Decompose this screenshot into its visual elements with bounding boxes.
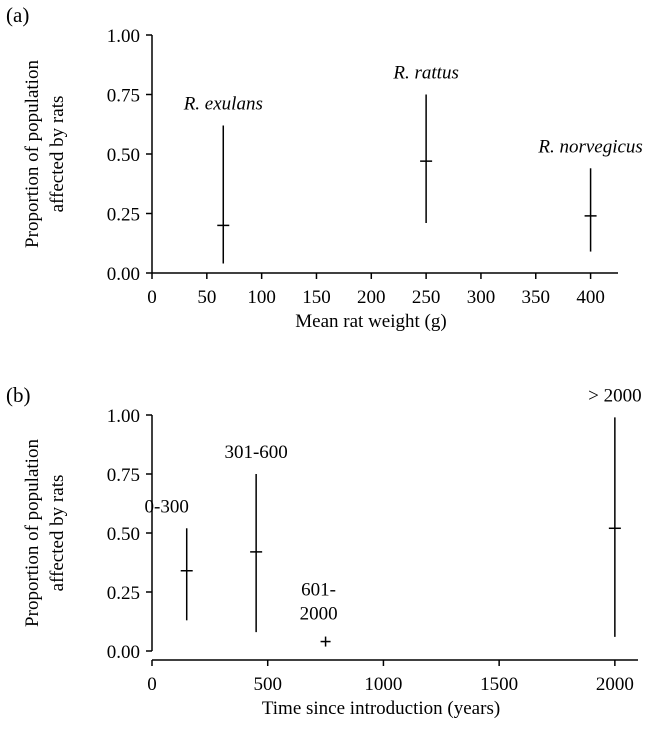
x-axis-title-a: Mean rat weight (g) — [295, 311, 446, 332]
point-label: R. exulans — [183, 93, 263, 114]
y-tick-label-a: 0.75 — [107, 86, 140, 107]
y-axis-title-a: Proportion of population — [22, 60, 43, 248]
x-tick-label-a: 0 — [147, 287, 157, 308]
y-tick-label-b: 0.50 — [107, 524, 140, 545]
point-label: R. norvegicus — [537, 136, 642, 157]
x-tick-label-a: 150 — [302, 287, 331, 308]
y-tick-label-a: 0.00 — [107, 264, 140, 285]
x-tick-label-b: 1500 — [480, 674, 518, 695]
y-tick-label-b: 0.75 — [107, 465, 140, 486]
y-axis-title-b: affected by rats — [47, 475, 68, 592]
point-label: 0-300 — [145, 496, 189, 517]
x-tick-label-a: 250 — [412, 287, 441, 308]
y-tick-label-b: 1.00 — [107, 406, 140, 427]
panel-label-b: (b) — [6, 383, 31, 407]
x-tick-label-a: 50 — [197, 287, 216, 308]
y-axis-title-b: Proportion of population — [22, 439, 43, 627]
point-label: 601-2000 — [300, 580, 338, 625]
y-tick-label-a: 0.25 — [107, 205, 140, 226]
point-label: 301-600 — [224, 442, 287, 463]
x-tick-label-b: 1000 — [364, 674, 402, 695]
x-tick-label-a: 350 — [522, 287, 551, 308]
point-label: > 2000 — [588, 385, 641, 406]
x-tick-label-a: 200 — [357, 287, 386, 308]
x-tick-label-b: 2000 — [596, 674, 634, 695]
chart-panel-b: (b) 0.00 0.25 0.50 0.75 1.00 0 500 1000 1500 2000 T… — [6, 383, 642, 719]
x-tick-label-b: 500 — [253, 674, 282, 695]
point-label: R. rattus — [392, 63, 458, 84]
x-tick-label-a: 100 — [247, 287, 276, 308]
y-tick-label-b: 0.00 — [107, 642, 140, 663]
x-tick-label-a: 400 — [576, 287, 605, 308]
y-tick-label-a: 0.50 — [107, 145, 140, 166]
y-axis-title-a: affected by rats — [47, 96, 68, 213]
panel-label-a: (a) — [6, 3, 29, 27]
chart-panel-a: (a) 0.00 0.25 0.50 0.75 1.00 0 50 100 150 200 250 30… — [6, 3, 643, 332]
x-axis-title-b: Time since introduction (years) — [262, 698, 500, 719]
x-tick-label-b: 0 — [147, 674, 157, 695]
y-tick-label-a: 1.00 — [107, 26, 140, 47]
y-tick-label-b: 0.25 — [107, 583, 140, 604]
x-tick-label-a: 300 — [467, 287, 496, 308]
